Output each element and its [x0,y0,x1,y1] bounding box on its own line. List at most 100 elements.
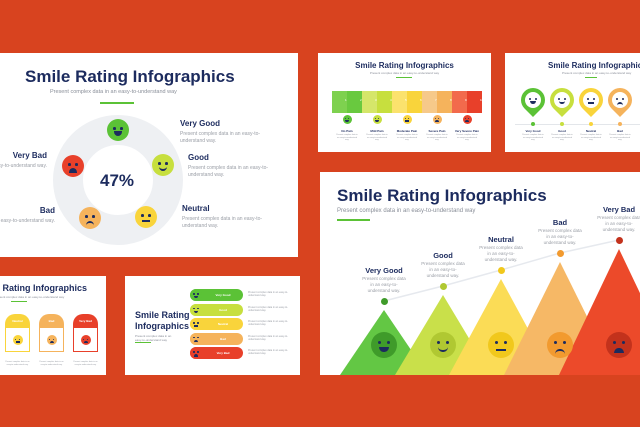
pain-label: Moderate Pain [396,129,418,133]
neutral-face-icon [190,318,202,330]
scale-number: 10 [480,98,484,102]
pain-description: Present complex data in an easy-to-under… [366,134,388,142]
scale-segment [437,91,452,113]
rating-description: Present complex data in an easy-to-under… [180,131,261,144]
step-dot [557,250,564,257]
scale-number: 8 [450,98,452,102]
pin-label: Good [558,129,566,133]
card-header [39,314,64,328]
scale-segment [377,91,392,113]
neutral-face-icon [135,206,157,228]
slide-subtitle: Present complex data in an easy-to-under… [369,71,440,75]
card-body [39,328,64,352]
card-description: Present complex data in an easy-to-under… [39,361,64,366]
slide-title-line1: Smile Rating [135,310,190,320]
happy-face-icon [372,114,382,124]
step-dot [381,298,388,305]
pin-label: Very Good [525,129,541,133]
scale-number: 6 [420,98,422,102]
vsad-face-icon [80,335,91,345]
sad-face-icon [432,114,442,124]
pill-description: Present complex data in an easy-to-under… [248,334,289,341]
scale-number: 0 [330,98,332,102]
slide-title-line2: Infographics [135,321,190,331]
pin-description: Present complex data in an easy-to-under… [522,134,544,142]
slide-subtitle: Present complex data in an easy-to-under… [0,295,65,299]
vsad-face-icon [606,332,632,358]
rating-pill [190,289,243,301]
pill-description: Present complex data in an easy-to-under… [248,291,289,298]
scale-number: 5 [405,98,407,102]
divider [135,342,151,343]
step-label: Very Bad [602,205,636,214]
rating-pill [190,303,243,316]
slide-subtitle: Present complex data in an easy-to-under… [50,89,177,95]
pin-description: Present complex data in an easy-to-under… [609,134,631,142]
rating-pill [190,318,243,330]
neutral-face-icon [402,114,412,124]
slide-title: Smile Rating Infographics [355,61,454,70]
rating-description: Present complex data in an easy-to-under… [0,163,47,169]
scale-segment [392,91,407,113]
pain-description: Present complex data in an easy-to-under… [396,134,418,142]
slide-pain-scale[interactable]: Smile Rating Infographics Present comple… [318,53,491,152]
card-header [73,314,98,328]
card-body [5,328,30,352]
step-label: Good [433,251,453,260]
rating-label: Neutral [182,204,210,213]
rating-pill [190,347,243,359]
step-label: Very Good [365,266,403,275]
happy-face-icon [152,154,174,176]
sad-face-icon [547,332,573,358]
card-description: Present complex data in an easy-to-under… [5,361,30,366]
pill-label: Bad [220,336,226,341]
divider [396,77,412,78]
pill-description: Present complex data in an easy-to-under… [248,349,289,356]
vhappy-face-icon [342,114,352,124]
pain-description: Present complex data in an easy-to-under… [456,134,478,142]
rating-label: Very Bad [12,151,47,160]
step-dot [498,267,505,274]
pain-description: Present complex data in an easy-to-under… [336,134,358,142]
scale-number: 3 [375,98,377,102]
pain-label: Severe Pain [428,129,446,133]
rating-pill [190,332,243,345]
slide-donut[interactable]: Smile Rating Infographics Present comple… [0,53,298,257]
happy-face-icon [190,303,202,316]
rating-label: Very Good [180,119,221,128]
scale-number: 2 [360,98,362,102]
rating-description: Present complex data in an easy-to-under… [0,218,55,224]
vsad-face-icon [462,114,472,124]
slide-title: Smile Rating Infographics [337,186,547,205]
scale-segment [332,91,347,113]
step-description: Present complex data in an easy-to-under… [362,276,406,293]
step-dot [616,237,623,244]
step-label: Neutral [488,235,514,244]
slide-triangles[interactable]: Smile Rating Infographics Present comple… [320,172,640,375]
pain-label: No Pain [341,129,353,133]
vsad-face-icon [62,155,84,177]
pain-label: Very Severe Pain [454,129,480,133]
slide-pills[interactable]: Smile Rating Infographics Present comple… [125,276,300,375]
timeline-line [515,124,640,125]
rating-description: Present complex data in an easy-to-under… [182,216,263,229]
neutral-face-icon [12,335,23,345]
slide-subtitle: Present complex data in an easy-to-under… [337,208,476,214]
timeline-dot [531,122,535,126]
happy-face-icon [430,332,456,358]
vsad-face-icon [190,347,202,359]
card-label: Bad [48,319,55,323]
slide-cards[interactable]: Smile Rating Infographics Present comple… [0,276,106,375]
scale-segment [467,91,482,113]
pin-label: Neutral [585,129,597,133]
card-label: Neutral [12,319,23,323]
step-description: Present complex data in an easy-to-under… [538,228,582,245]
card-header [5,314,30,328]
pill-label: Good [219,307,227,312]
center-value: 47% [100,171,135,190]
vhappy-face-icon [190,289,202,301]
pin-description: Present complex data in an easy-to-under… [551,134,573,142]
slide-pins[interactable]: Smile Rating Infographics Present comple… [505,53,640,152]
divider [11,301,27,302]
rating-description: Present complex data in an easy-to-under… [188,165,269,178]
